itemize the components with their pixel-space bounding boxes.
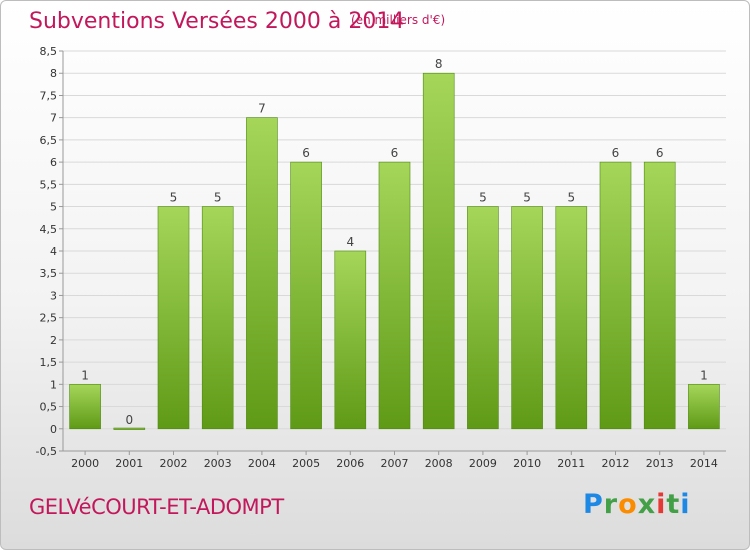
x-tick-label: 2008 — [425, 457, 453, 470]
y-tick-label: 6 — [50, 156, 57, 169]
x-tick-label: 2014 — [690, 457, 718, 470]
y-tick-label: 5 — [50, 201, 57, 214]
data-label: 8 — [435, 57, 443, 71]
x-tick-label: 2000 — [71, 457, 99, 470]
data-label: 1 — [81, 368, 89, 382]
x-tick-label: 2001 — [115, 457, 143, 470]
data-label: 0 — [125, 413, 133, 427]
bar — [422, 72, 455, 430]
bar — [334, 250, 367, 430]
data-label: 6 — [656, 146, 664, 160]
x-tick-label: 2006 — [336, 457, 364, 470]
data-label: 4 — [346, 235, 354, 249]
bar — [467, 206, 499, 430]
y-tick-label: 6,5 — [40, 134, 58, 147]
x-tick-label: 2010 — [513, 457, 541, 470]
bars — [69, 72, 720, 430]
data-label: 7 — [258, 102, 266, 116]
y-tick-label: 2,5 — [40, 312, 58, 325]
y-tick-label: 1 — [50, 378, 57, 391]
y-tick-label: 7 — [50, 112, 57, 125]
y-tick-label: 2 — [50, 334, 57, 347]
y-tick-label: 3 — [50, 289, 57, 302]
bar — [378, 161, 411, 430]
bar — [643, 161, 676, 430]
y-tick-label: 8,5 — [40, 45, 58, 58]
y-tick-label: 1,5 — [40, 356, 58, 369]
x-tick-label: 2003 — [204, 457, 232, 470]
y-tick-label: 7,5 — [40, 89, 58, 102]
y-tick-label: 3,5 — [40, 267, 58, 280]
x-tick-label: 2004 — [248, 457, 276, 470]
bar — [688, 384, 720, 430]
x-tick-label: 2002 — [160, 457, 188, 470]
bar — [113, 427, 146, 430]
labels: 1 0 5 5 7 6 4 6 8 5 5 5 6 6 1 — [81, 57, 707, 427]
chart-unit: (en milliers d'€) — [351, 13, 446, 27]
x-tick-label: 2011 — [557, 457, 585, 470]
data-label: 5 — [567, 191, 575, 205]
x-tick-label: 2005 — [292, 457, 320, 470]
data-label: 5 — [479, 191, 487, 205]
commune-name: GELVéCOURT-ET-ADOMPT — [29, 495, 284, 519]
y-tick-label: 5,5 — [40, 178, 58, 191]
y-tick-label: 4 — [50, 245, 57, 258]
data-label: 5 — [170, 191, 178, 205]
data-label: 1 — [700, 368, 708, 382]
axes: -0,5 0 0,5 1 1,5 2 2,5 3 3,5 4 4,5 5 5,5 6 6,5 7 7,5 8 8,5… — [36, 45, 726, 470]
x-tick-label: 2009 — [469, 457, 497, 470]
bar — [246, 117, 278, 430]
bar — [599, 161, 632, 430]
x-tick-label: 2007 — [381, 457, 409, 470]
bar — [201, 206, 234, 430]
data-label: 6 — [612, 146, 620, 160]
proxiti-logo[interactable]: Proxiti — [583, 489, 691, 520]
x-tick-label: 2013 — [646, 457, 674, 470]
y-tick-label: 0 — [50, 423, 57, 436]
bar — [157, 206, 190, 430]
data-label: 5 — [214, 191, 222, 205]
bar — [555, 206, 588, 430]
data-label: 6 — [302, 146, 310, 160]
bar — [511, 206, 543, 430]
bar — [69, 384, 101, 430]
x-tick-label: 2012 — [602, 457, 630, 470]
data-label: 5 — [523, 191, 531, 205]
data-label: 6 — [391, 146, 399, 160]
bar — [290, 161, 322, 430]
y-tick-label: -0,5 — [36, 445, 57, 458]
chart-title: Subventions Versées 2000 à 2014 — [29, 9, 405, 34]
y-tick-label: 8 — [50, 67, 57, 80]
y-tick-label: 0,5 — [40, 401, 58, 414]
y-tick-label: 4,5 — [40, 223, 58, 236]
